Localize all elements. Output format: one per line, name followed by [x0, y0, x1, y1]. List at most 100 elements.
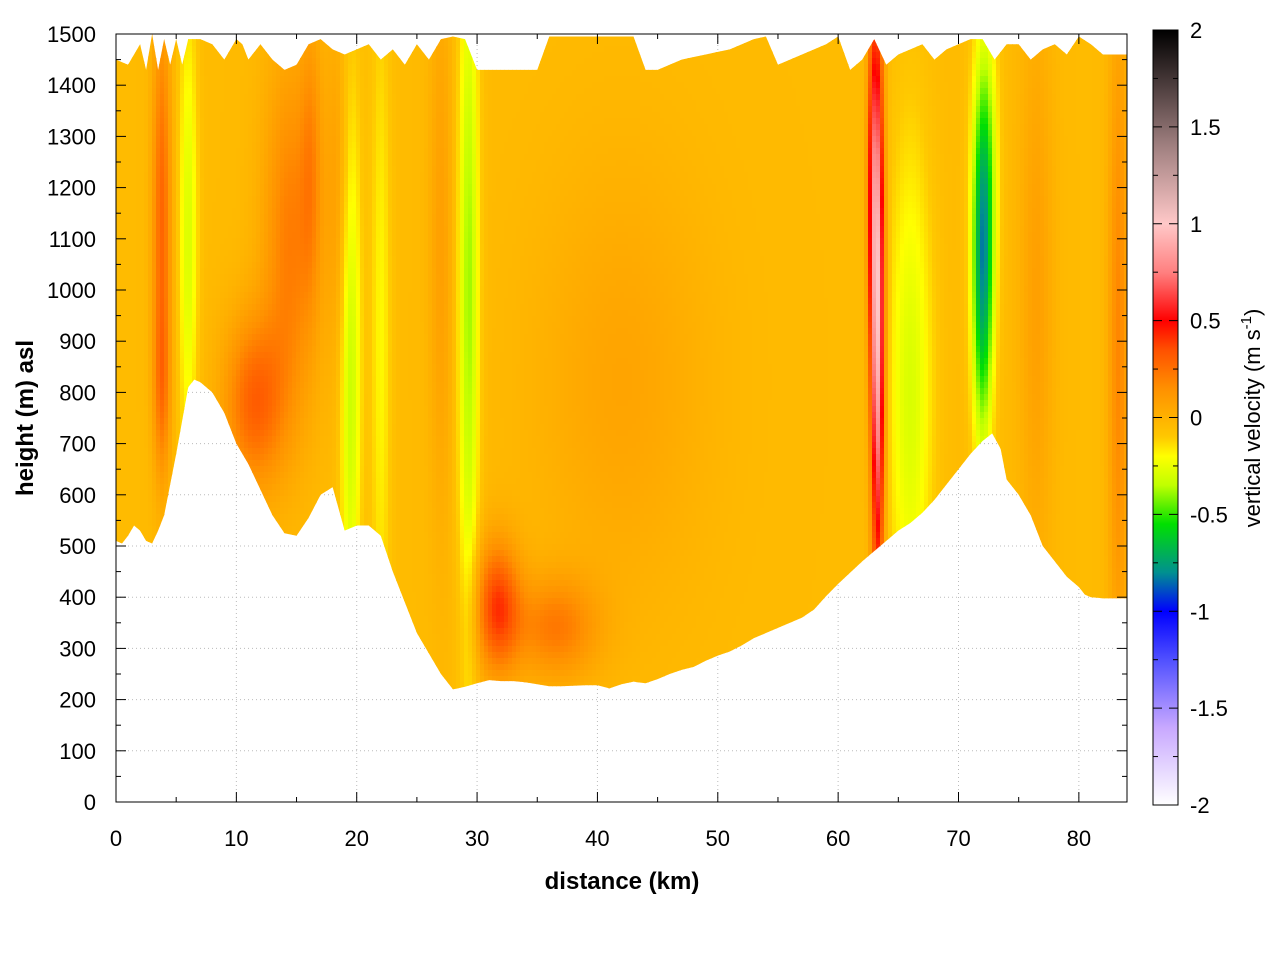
- heatmap-cell: [140, 226, 145, 233]
- heatmap-cell: [208, 160, 213, 167]
- heatmap-cell: [180, 610, 185, 617]
- heatmap-cell: [224, 178, 229, 185]
- heatmap-cell: [264, 238, 269, 245]
- heatmap-cell: [264, 700, 269, 707]
- heatmap-cell: [196, 682, 201, 689]
- heatmap-cell: [180, 166, 185, 173]
- heatmap-cell: [152, 538, 157, 545]
- heatmap-cell: [224, 622, 229, 629]
- heatmap-cell: [144, 370, 149, 377]
- heatmap-cell: [152, 64, 157, 71]
- heatmap-cell: [240, 244, 245, 251]
- heatmap-cell: [180, 304, 185, 311]
- heatmap-cell: [220, 778, 225, 785]
- heatmap-cell: [180, 52, 185, 59]
- heatmap-cell: [116, 286, 121, 293]
- heatmap-cell: [216, 412, 221, 419]
- heatmap-cell: [244, 646, 249, 653]
- heatmap-cell: [268, 112, 273, 119]
- heatmap-cell: [200, 136, 205, 143]
- heatmap-cell: [188, 532, 193, 539]
- heatmap-cell: [156, 202, 161, 209]
- heatmap-cell: [260, 754, 265, 761]
- heatmap-cell: [164, 568, 169, 575]
- heatmap-cell: [120, 40, 125, 47]
- heatmap-cell: [248, 172, 253, 179]
- heatmap-cell: [180, 250, 185, 257]
- heatmap-cell: [176, 184, 181, 191]
- heatmap-cell: [124, 346, 129, 353]
- heatmap-cell: [144, 298, 149, 305]
- heatmap-cell: [236, 64, 241, 71]
- heatmap-cell: [224, 550, 229, 557]
- heatmap-cell: [240, 148, 245, 155]
- heatmap-cell: [120, 730, 125, 737]
- heatmap-cell: [224, 184, 229, 191]
- heatmap-cell: [196, 664, 201, 671]
- heatmap-cell: [264, 724, 269, 731]
- heatmap-cell: [120, 778, 125, 785]
- heatmap-cell: [212, 250, 217, 257]
- heatmap-cell: [220, 280, 225, 287]
- heatmap-cell: [224, 472, 229, 479]
- heatmap-cell: [136, 364, 141, 371]
- heatmap-cell: [124, 670, 129, 677]
- heatmap-cell: [236, 196, 241, 203]
- heatmap-cell: [116, 148, 121, 155]
- heatmap-cell: [128, 46, 133, 53]
- heatmap-cell: [204, 124, 209, 131]
- heatmap-cell: [132, 58, 137, 65]
- heatmap-cell: [224, 532, 229, 539]
- heatmap-cell: [148, 268, 153, 275]
- heatmap-cell: [160, 268, 165, 275]
- heatmap-cell: [268, 520, 273, 527]
- heatmap-cell: [204, 394, 209, 401]
- heatmap-cell: [236, 46, 241, 53]
- heatmap-cell: [204, 118, 209, 125]
- heatmap-cell: [180, 220, 185, 227]
- heatmap-cell: [248, 406, 253, 413]
- heatmap-cell: [228, 346, 233, 353]
- heatmap-cell: [168, 256, 173, 263]
- heatmap-cell: [188, 550, 193, 557]
- heatmap-cell: [196, 766, 201, 773]
- heatmap-cell: [212, 658, 217, 665]
- heatmap-cell: [240, 556, 245, 563]
- heatmap-cell: [148, 244, 153, 251]
- heatmap-cell: [148, 202, 153, 209]
- heatmap-cell: [176, 490, 181, 497]
- heatmap-cell: [148, 130, 153, 137]
- heatmap-cell: [224, 490, 229, 497]
- heatmap-cell: [204, 334, 209, 341]
- heatmap-cell: [244, 352, 249, 359]
- heatmap-cell: [212, 730, 217, 737]
- heatmap-cell: [236, 52, 241, 59]
- heatmap-cell: [224, 130, 229, 137]
- heatmap-cell: [176, 574, 181, 581]
- heatmap-cell: [192, 232, 197, 239]
- heatmap-cell: [240, 724, 245, 731]
- heatmap-cell: [212, 466, 217, 473]
- heatmap-cell: [228, 106, 233, 113]
- heatmap-cell: [132, 118, 137, 125]
- heatmap-cell: [120, 496, 125, 503]
- heatmap-cell: [120, 538, 125, 545]
- heatmap-cell: [192, 688, 197, 690]
- heatmap-cell: [200, 532, 205, 539]
- heatmap-cell: [136, 544, 141, 551]
- heatmap-cell: [152, 382, 157, 389]
- heatmap-cell: [216, 556, 221, 563]
- heatmap-cell: [184, 730, 189, 737]
- heatmap-cell: [188, 556, 193, 563]
- heatmap-cell: [208, 460, 213, 467]
- heatmap-cell: [188, 106, 193, 113]
- heatmap-cell: [204, 706, 209, 713]
- heatmap-cell: [152, 196, 157, 203]
- heatmap-cell: [188, 340, 193, 347]
- heatmap-cell: [232, 214, 237, 221]
- heatmap-cell: [216, 274, 221, 281]
- heatmap-cell: [160, 670, 165, 677]
- heatmap-cell: [248, 358, 253, 365]
- heatmap-cell: [128, 436, 133, 443]
